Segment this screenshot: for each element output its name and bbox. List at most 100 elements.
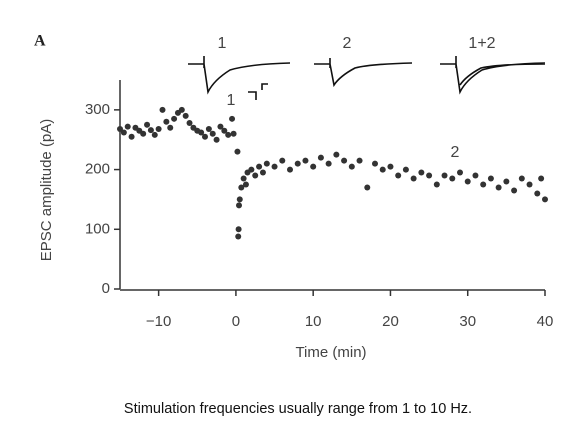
data-point: [240, 175, 247, 182]
data-point: [364, 184, 371, 191]
x-tick-label: 0: [232, 313, 240, 330]
traces: [188, 56, 546, 100]
data-point: [205, 125, 212, 132]
y-tick-label: 300: [85, 101, 110, 118]
data-point: [147, 127, 154, 134]
data-point: [202, 133, 208, 140]
data-point: [159, 106, 166, 113]
trace-2: [314, 58, 413, 88]
data-point: [256, 163, 263, 170]
data-point: [140, 130, 147, 137]
data-point: [182, 112, 189, 119]
data-point: [402, 166, 409, 173]
data-point: [410, 175, 417, 182]
panel-label: A: [34, 33, 46, 50]
data-point: [186, 119, 193, 126]
x-tick-label: 10: [305, 313, 322, 330]
annotation: 2: [451, 144, 460, 161]
annotation: 1+2: [468, 35, 495, 52]
data-point: [426, 172, 433, 179]
data-point: [229, 115, 236, 122]
data-point: [495, 184, 502, 191]
data-point: [144, 121, 151, 128]
data-point: [167, 124, 174, 131]
y-tick-label: 200: [85, 161, 110, 178]
data-point: [472, 172, 479, 179]
data-point: [518, 175, 525, 182]
data-point: [356, 157, 363, 164]
data-point: [234, 148, 241, 155]
data-point: [236, 196, 243, 203]
data-point: [487, 175, 494, 182]
data-point: [235, 226, 242, 233]
data-point: [259, 169, 266, 176]
caption: Stimulation frequencies usually range fr…: [124, 401, 472, 417]
data-point: [395, 172, 402, 179]
data-point: [171, 115, 178, 122]
scale-bar: [248, 83, 268, 100]
y-axis-label: EPSC amplitude (pA): [38, 119, 55, 262]
data-point: [317, 154, 324, 161]
data-point: [418, 169, 425, 176]
data-point: [252, 172, 259, 179]
data-point: [178, 106, 185, 113]
data-point: [209, 130, 216, 137]
data-point: [294, 160, 301, 167]
data-point: [542, 196, 548, 203]
data-point: [310, 163, 317, 170]
annotation: 2: [343, 35, 352, 52]
y-tick-label: 100: [85, 220, 110, 237]
x-tick-label: 20: [382, 313, 399, 330]
data-point: [503, 178, 510, 185]
data-point: [348, 163, 355, 170]
data-point: [230, 130, 237, 137]
data-point: [302, 157, 309, 164]
data-point: [238, 184, 245, 191]
data-point: [235, 233, 242, 240]
trace-1-2: [440, 56, 546, 95]
data-point: [217, 123, 224, 130]
trace-1: [188, 56, 291, 95]
data-point: [333, 151, 340, 158]
data-point: [120, 129, 127, 136]
annotation: 1: [227, 92, 236, 109]
data-point: [151, 131, 158, 138]
data-point: [163, 118, 170, 125]
data-point: [155, 125, 162, 132]
data-point: [213, 136, 220, 143]
data-point: [124, 123, 131, 130]
data-point: [526, 181, 533, 188]
x-axis-label: Time (min): [295, 344, 366, 361]
data-point: [221, 127, 228, 134]
data-point: [128, 133, 135, 140]
data-point: [457, 169, 463, 176]
data-point: [263, 160, 270, 167]
data-point: [225, 131, 232, 138]
x-tick-label: 40: [537, 313, 554, 330]
data-point: [198, 129, 205, 136]
data-point: [538, 175, 545, 182]
data-point: [271, 163, 278, 170]
data-point: [464, 178, 471, 185]
data-point: [379, 166, 386, 173]
data-point: [248, 166, 255, 173]
data-point: [279, 157, 286, 164]
data-point: [236, 202, 242, 209]
annotation: 1: [218, 35, 227, 52]
data-point: [449, 175, 456, 182]
data-point: [372, 160, 378, 167]
data-point: [341, 157, 348, 164]
data-point: [433, 181, 440, 188]
x-tick-label: 30: [459, 313, 476, 330]
data-point: [287, 166, 293, 173]
data-point: [511, 187, 518, 194]
y-tick-label: 0: [102, 280, 110, 297]
data-point: [117, 125, 123, 132]
data-point: [242, 181, 249, 188]
data-point: [441, 172, 448, 179]
x-tick-label: −10: [146, 313, 171, 330]
data-point: [480, 181, 487, 188]
data-point: [387, 163, 394, 170]
data-point: [534, 190, 541, 197]
